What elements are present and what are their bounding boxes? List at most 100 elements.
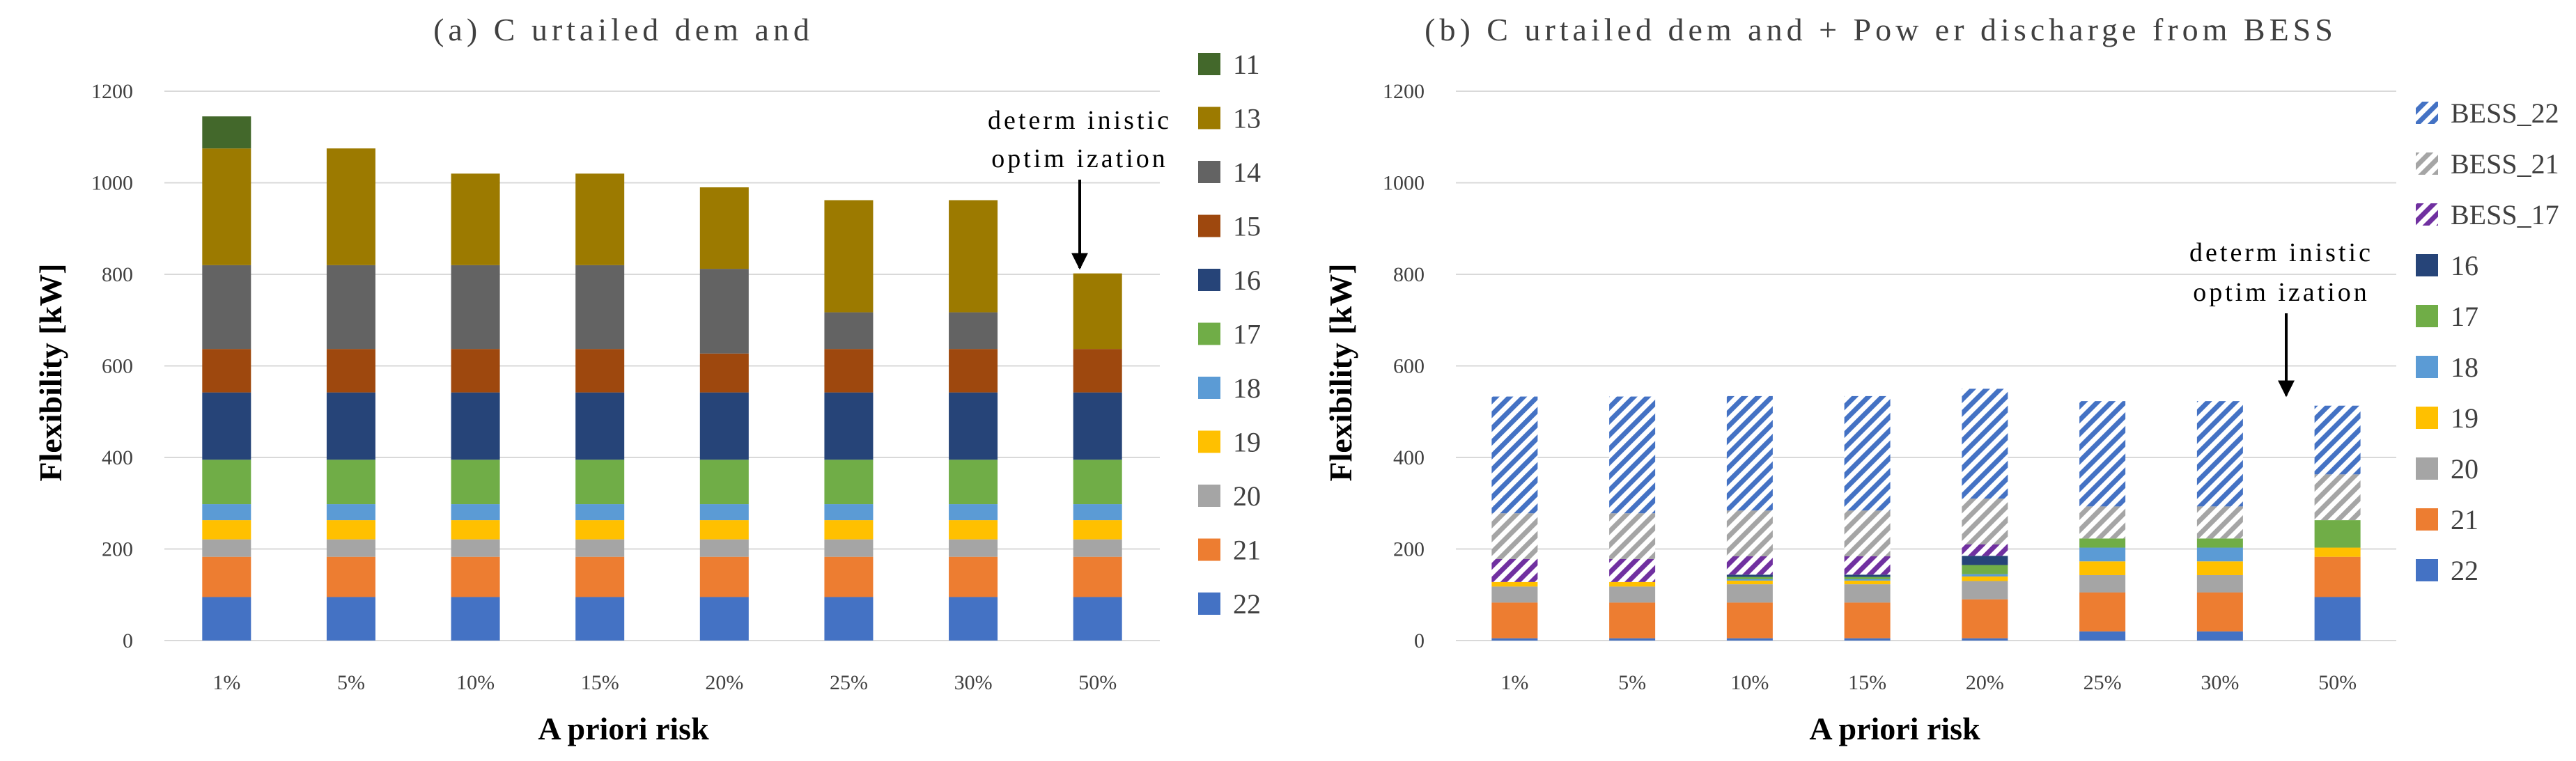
bar-segment-19-1pct [1491, 581, 1538, 587]
x-tick-label: 5% [1618, 671, 1646, 694]
bar-segment-21-30pct [949, 556, 998, 597]
bar-segment-17-30pct [2196, 538, 2243, 548]
bar-segment-21-10pct [451, 556, 500, 597]
bar-segment-15-25pct [824, 349, 874, 393]
annotation-line-1: determ inistic [988, 106, 1172, 135]
bar-segment-19-50pct [1073, 520, 1122, 540]
bar-segment-19-50pct [2314, 547, 2361, 557]
gridlines [1456, 91, 2396, 641]
legend-swatch-17 [1198, 322, 1220, 345]
bar-segment-20-50pct [1073, 539, 1122, 557]
bar-segment-16-15pct [1844, 574, 1891, 577]
bar-segment-20-30pct [2196, 574, 2243, 593]
legend-label-16: 16 [1233, 265, 1261, 296]
y-tick-label: 200 [1393, 538, 1425, 561]
bar-segment-BESS_17-1pct [1491, 558, 1538, 582]
bar-segment-17-15pct [1844, 576, 1891, 579]
y-tick-label: 800 [102, 263, 133, 286]
bar-segment-BESS_17-5pct [1609, 558, 1656, 582]
gridlines [164, 91, 1160, 641]
annotation: determ inistic optim ization [2189, 238, 2371, 398]
bar-segment-20-20pct [699, 539, 749, 557]
bar-segment-BESS_17-15pct [1844, 556, 1891, 575]
bar-segment-19-5pct [1609, 581, 1656, 587]
bar-segment-22-10pct [451, 597, 500, 641]
y-tick-labels: 0 200 400 600 800 1000 1200 [91, 80, 133, 652]
legend-swatch-20 [1198, 485, 1220, 507]
bar-segment-16-5pct [326, 392, 375, 460]
bar-segment-18-10pct [451, 504, 500, 521]
bar-segment-21-50pct [2314, 556, 2361, 597]
bar-segment-20-5pct [326, 539, 375, 557]
bar-segment-BESS_22-50pct [2314, 405, 2361, 475]
bar-segment-16-1pct [202, 392, 251, 460]
legend-label-BESS_17: BESS_17 [2451, 199, 2559, 230]
bar-segment-13-50pct [1073, 273, 1122, 350]
bar-segment-13-20pct [699, 187, 749, 269]
legend-label-13: 13 [1233, 103, 1261, 134]
legend-label-17: 17 [2451, 301, 2478, 332]
x-tick-label: 15% [1848, 671, 1886, 694]
x-tick-label: 50% [1078, 671, 1117, 694]
legend: BESS_22 BESS_21 BESS_17 16 17 18 19 20 21 22 [2416, 97, 2559, 586]
legend-swatch-21 [2416, 508, 2438, 531]
y-tick-label: 200 [102, 538, 133, 561]
bar-segment-19-30pct [2196, 561, 2243, 575]
bar-segment-14-10pct [451, 265, 500, 350]
x-tick-label: 1% [212, 671, 240, 694]
legend-label-18: 18 [1233, 372, 1261, 404]
legend-label-17: 17 [1233, 319, 1261, 350]
legend-label-21: 21 [1233, 535, 1261, 566]
chart-panel-b: (b) C urtailed dem and + Pow er discharg… [1323, 12, 2559, 746]
bar-segment-22-25pct [2079, 631, 2126, 641]
legend-swatch-17 [2416, 305, 2438, 327]
bar-segment-BESS_17-10pct [1726, 556, 1773, 575]
bar-segment-14-1pct [202, 265, 251, 350]
y-tick-label: 600 [1393, 355, 1425, 378]
chart-title: (a) C urtailed dem and [433, 12, 814, 47]
bar-segment-18-15pct [575, 504, 625, 521]
bar-segment-17-10pct [1726, 576, 1773, 579]
bar-segment-18-20pct [699, 504, 749, 521]
legend-swatch-20 [2416, 457, 2438, 480]
bar-segment-21-20pct [1962, 599, 2008, 638]
bar-segment-17-5pct [326, 460, 375, 505]
legend-label-BESS_22: BESS_22 [2451, 97, 2559, 129]
x-tick-label: 30% [954, 671, 993, 694]
bar-segment-BESS_21-20pct [1962, 499, 2008, 544]
annotation: determ inistic optim ization [988, 106, 1172, 270]
x-tick-labels: 1% 5% 10% 15% 20% 25% 30% 50% [1500, 671, 2357, 694]
legend-label-22: 22 [1233, 588, 1261, 620]
chart-title: (b) C urtailed dem and + Pow er discharg… [1425, 12, 2337, 47]
bar-segment-18-20pct [1962, 574, 2008, 576]
legend-swatch-16 [2416, 254, 2438, 276]
bar-segment-BESS_22-1pct [1491, 396, 1538, 514]
bar-segment-14-15pct [575, 265, 625, 350]
bar-segment-18-25pct [2079, 547, 2126, 562]
legend-label-15: 15 [1233, 211, 1261, 242]
bar-segment-19-10pct [1726, 580, 1773, 585]
bar-segment-19-5pct [326, 520, 375, 540]
y-tick-label: 0 [1414, 629, 1425, 652]
bars [1491, 389, 2361, 641]
bar-segment-13-1pct [202, 148, 251, 265]
bar-segment-16-10pct [451, 392, 500, 460]
legend-swatch-11 [1198, 53, 1220, 75]
bar-segment-11-1pct [202, 116, 251, 149]
bar-segment-BESS_21-25pct [2079, 506, 2126, 539]
bar-segment-BESS_21-5pct [1609, 513, 1656, 559]
x-tick-label: 30% [2201, 671, 2239, 694]
bar-segment-21-1pct [202, 556, 251, 597]
x-tick-label: 10% [1730, 671, 1769, 694]
legend-swatch-BESS_21 [2416, 152, 2438, 175]
bar-segment-20-15pct [575, 539, 625, 557]
bar-segment-20-10pct [1726, 584, 1773, 603]
bar-segment-20-10pct [451, 539, 500, 557]
bar-segment-22-1pct [202, 597, 251, 641]
bar-segment-BESS_22-30pct [2196, 401, 2243, 507]
bar-segment-22-20pct [699, 597, 749, 641]
bar-segment-19-25pct [824, 520, 874, 540]
bar-segment-18-50pct [1073, 504, 1122, 521]
bar-segment-20-25pct [2079, 574, 2126, 593]
bar-segment-21-5pct [326, 556, 375, 597]
